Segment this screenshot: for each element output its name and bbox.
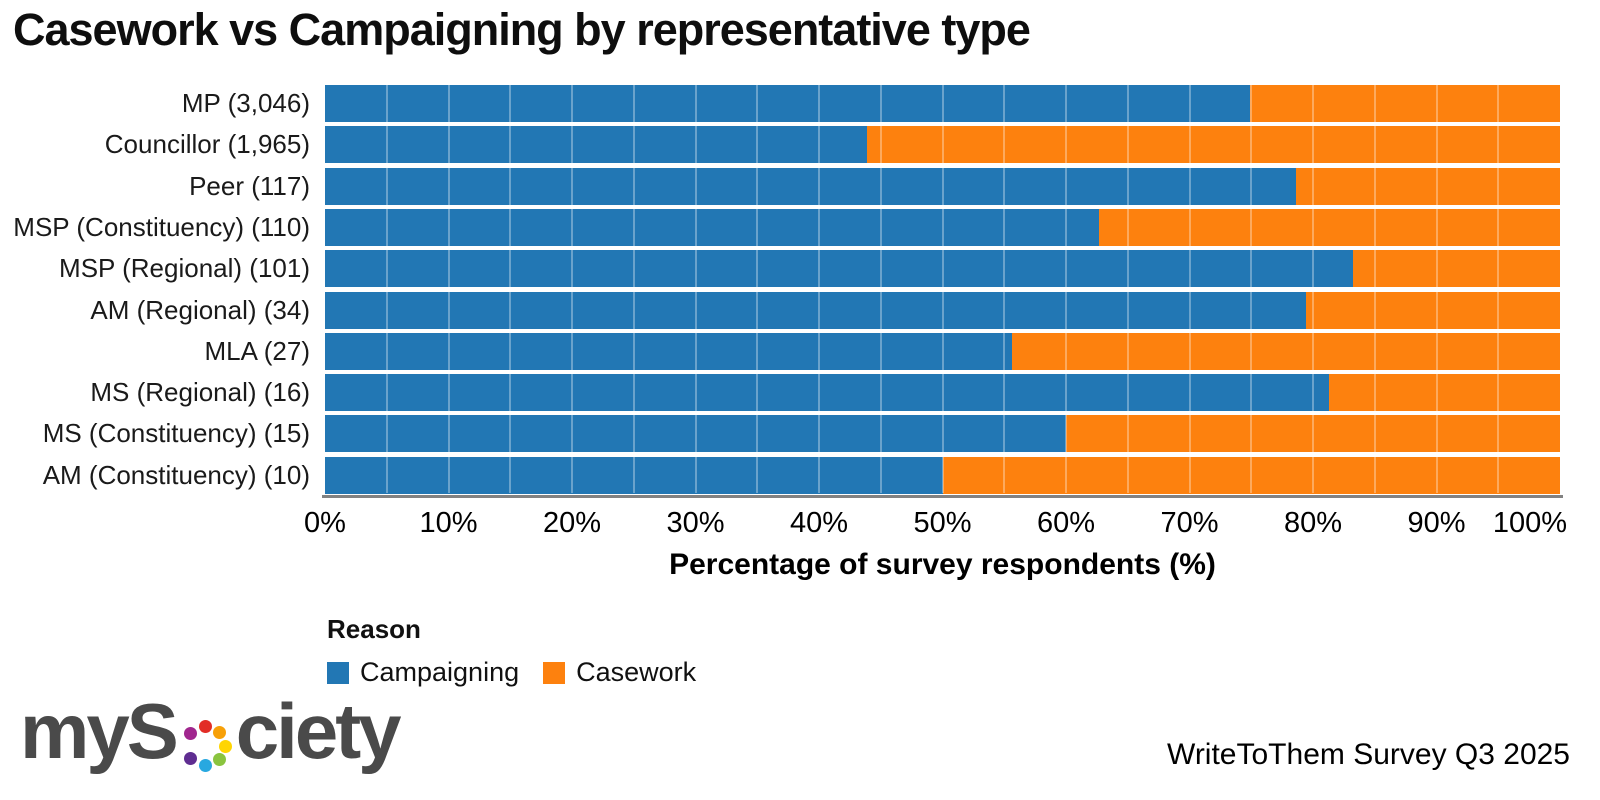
- category-label: AM (Constituency) (10): [42, 459, 310, 490]
- logo-text-left: myS: [20, 687, 179, 775]
- minor-gridline: [1312, 85, 1314, 493]
- campaigning-swatch-icon: [327, 661, 349, 684]
- mysociety-logo: myS ciety: [20, 687, 402, 775]
- bar-segment-casework: [942, 456, 1560, 494]
- minor-gridline: [632, 85, 635, 493]
- bar-segment-campaigning: [325, 167, 1296, 205]
- logo-text-right: ciety: [235, 687, 402, 775]
- x-tick-label: 20%: [542, 507, 602, 539]
- stacked-bar: [325, 456, 1560, 494]
- x-tick-label: 80%: [1283, 507, 1343, 539]
- bar-segment-campaigning: [325, 332, 1012, 370]
- x-tick-label: 40%: [789, 507, 849, 539]
- bar-segment-casework: [1295, 167, 1560, 205]
- category-label: Councillor (1,965): [104, 129, 310, 160]
- minor-gridline: [1435, 85, 1438, 493]
- logo-dot-ring-icon: [180, 720, 232, 772]
- stacked-bar: [325, 291, 1560, 329]
- category-label: MSP (Constituency) (110): [13, 211, 310, 242]
- stacked-bar: [325, 208, 1560, 246]
- bar-segment-casework: [1329, 374, 1560, 412]
- chart-title: Casework vs Campaigning by representativ…: [13, 4, 1031, 55]
- bar-segment-campaigning: [325, 456, 943, 494]
- stacked-bar: [325, 85, 1560, 122]
- category-label: MSP (Regional) (101): [59, 253, 310, 284]
- minor-gridline: [1065, 85, 1067, 493]
- bar-segment-casework: [1099, 208, 1560, 246]
- category-label: Peer (117): [189, 170, 310, 201]
- bar-segment-casework: [1352, 250, 1560, 288]
- logo-dot: [199, 720, 213, 733]
- legend-title: Reason: [327, 614, 421, 644]
- logo-dot: [199, 759, 213, 772]
- minor-gridline: [694, 85, 697, 493]
- category-label: AM (Regional) (34): [90, 294, 310, 325]
- bar-segment-casework: [1305, 291, 1560, 329]
- legend: Reason Campaigning Casework: [327, 614, 720, 688]
- logo-dot: [183, 751, 197, 765]
- minor-gridline: [1250, 85, 1253, 493]
- category-label: MLA (27): [204, 335, 311, 366]
- x-tick-label: 10%: [419, 507, 478, 539]
- casework-swatch-icon: [543, 661, 566, 684]
- x-tick-label: 30%: [666, 507, 725, 539]
- minor-gridline: [1126, 85, 1129, 493]
- bar-segment-campaigning: [325, 126, 868, 164]
- bar-segment-campaigning: [325, 250, 1353, 288]
- minor-gridline: [385, 85, 388, 493]
- logo-dot: [218, 739, 232, 753]
- minor-gridline: [879, 85, 882, 493]
- bar-segment-campaigning: [325, 374, 1330, 412]
- x-axis-title: Percentage of survey respondents (%): [669, 548, 1216, 581]
- stacked-bar: [325, 332, 1560, 370]
- bar-segment-casework: [1066, 415, 1560, 453]
- bar-segment-campaigning: [325, 291, 1306, 329]
- minor-gridline: [447, 85, 450, 493]
- minor-gridline: [756, 85, 759, 493]
- plot-area: MP (3,046) Councillor (1,965) Peer (117) MS…: [13, 85, 1567, 625]
- source-caption: WriteToThem Survey Q3 2025: [1167, 738, 1570, 771]
- logo-dot: [183, 727, 197, 741]
- bar-segment-casework: [867, 126, 1560, 164]
- legend-label-campaigning: Campaigning: [360, 657, 520, 687]
- stacked-bar: [325, 126, 1560, 164]
- minor-gridline: [1188, 85, 1191, 493]
- stacked-bar: [325, 374, 1560, 412]
- minor-gridline: [509, 85, 512, 493]
- bar-segment-casework: [1011, 332, 1560, 370]
- x-tick-label: 60%: [1036, 507, 1096, 539]
- bar-segment-casework: [1250, 85, 1560, 122]
- legend-items: Campaigning Casework: [327, 657, 720, 688]
- logo-dot: [213, 753, 227, 767]
- x-tick-label: 0%: [304, 507, 346, 539]
- x-tick-label: 100%: [1492, 507, 1568, 539]
- x-axis-line: [322, 495, 1563, 498]
- stacked-bar: [325, 250, 1560, 288]
- minor-gridline: [1497, 85, 1500, 493]
- minor-gridline: [941, 85, 944, 493]
- category-label: MS (Constituency) (15): [42, 418, 310, 449]
- stacked-bar: [325, 167, 1560, 205]
- x-tick-label: 70%: [1160, 507, 1219, 539]
- minor-gridline: [1003, 85, 1006, 493]
- minor-gridline: [1373, 85, 1376, 493]
- legend-label-casework: Casework: [576, 657, 697, 687]
- x-tick-label: 50%: [913, 507, 972, 539]
- minor-gridline: [571, 85, 573, 493]
- bar-segment-campaigning: [325, 415, 1066, 453]
- category-label: MP (3,046): [181, 88, 310, 118]
- x-tick-label: 90%: [1407, 507, 1466, 539]
- minor-gridline: [818, 85, 820, 493]
- category-label: MS (Regional) (16): [90, 377, 310, 408]
- bar-segment-campaigning: [325, 208, 1100, 246]
- bar-segment-campaigning: [325, 85, 1250, 122]
- stacked-bar: [325, 415, 1560, 453]
- logo-dot: [213, 725, 227, 739]
